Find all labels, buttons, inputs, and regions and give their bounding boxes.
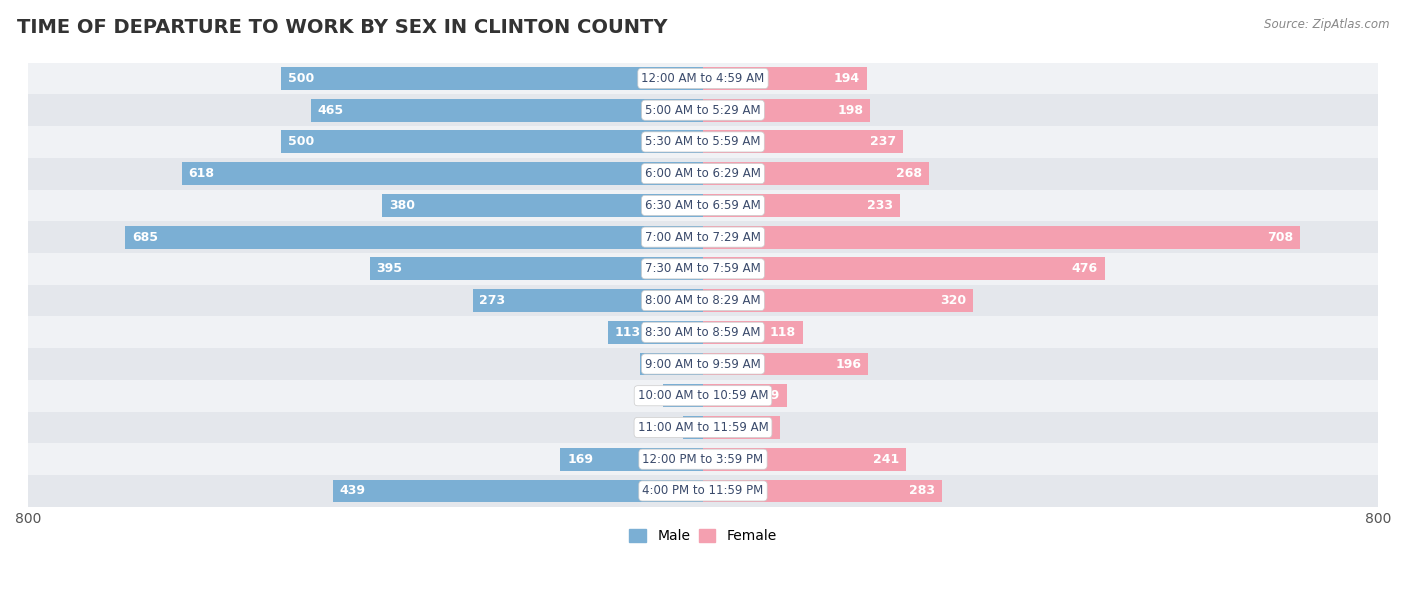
Text: 99: 99 [762, 389, 780, 402]
Text: 685: 685 [132, 231, 157, 243]
Bar [181, 162, 703, 185]
Text: 500: 500 [288, 136, 314, 148]
Text: 320: 320 [941, 294, 966, 307]
Bar [703, 480, 942, 502]
Text: 6:30 AM to 6:59 AM: 6:30 AM to 6:59 AM [645, 199, 761, 212]
Text: 5:30 AM to 5:59 AM: 5:30 AM to 5:59 AM [645, 136, 761, 148]
Bar [28, 95, 1378, 126]
Bar [703, 194, 900, 217]
Bar [703, 226, 1301, 249]
Bar [683, 416, 703, 439]
Bar [333, 480, 703, 502]
Text: 241: 241 [873, 453, 900, 466]
Text: 12:00 AM to 4:59 AM: 12:00 AM to 4:59 AM [641, 72, 765, 85]
Text: 380: 380 [389, 199, 415, 212]
Text: 476: 476 [1071, 262, 1098, 275]
Text: 113: 113 [614, 326, 641, 339]
Text: 48: 48 [643, 389, 658, 402]
Text: Source: ZipAtlas.com: Source: ZipAtlas.com [1264, 18, 1389, 31]
Bar [703, 321, 803, 344]
Bar [662, 384, 703, 407]
Text: 118: 118 [769, 326, 796, 339]
Text: 9:00 AM to 9:59 AM: 9:00 AM to 9:59 AM [645, 358, 761, 371]
Bar [28, 380, 1378, 412]
Text: 618: 618 [188, 167, 215, 180]
Bar [28, 62, 1378, 95]
Text: 12:00 PM to 3:59 PM: 12:00 PM to 3:59 PM [643, 453, 763, 466]
Text: 196: 196 [835, 358, 862, 371]
Bar [281, 67, 703, 90]
Text: 11:00 AM to 11:59 AM: 11:00 AM to 11:59 AM [638, 421, 768, 434]
Bar [703, 99, 870, 121]
Text: 708: 708 [1267, 231, 1294, 243]
Text: 91: 91 [755, 421, 773, 434]
Bar [28, 317, 1378, 348]
Text: 283: 283 [908, 484, 935, 497]
Bar [703, 67, 866, 90]
Bar [472, 289, 703, 312]
Text: 395: 395 [377, 262, 402, 275]
Text: TIME OF DEPARTURE TO WORK BY SEX IN CLINTON COUNTY: TIME OF DEPARTURE TO WORK BY SEX IN CLIN… [17, 18, 668, 37]
Text: 465: 465 [318, 104, 343, 117]
Text: 500: 500 [288, 72, 314, 85]
Text: 7:30 AM to 7:59 AM: 7:30 AM to 7:59 AM [645, 262, 761, 275]
Bar [125, 226, 703, 249]
Bar [311, 99, 703, 121]
Bar [703, 162, 929, 185]
Bar [640, 353, 703, 375]
Bar [28, 443, 1378, 475]
Text: 8:30 AM to 8:59 AM: 8:30 AM to 8:59 AM [645, 326, 761, 339]
Text: 75: 75 [647, 358, 664, 371]
Bar [703, 384, 786, 407]
Text: 4:00 PM to 11:59 PM: 4:00 PM to 11:59 PM [643, 484, 763, 497]
Bar [703, 353, 869, 375]
Bar [703, 448, 907, 471]
Text: 439: 439 [339, 484, 366, 497]
Bar [28, 126, 1378, 158]
Text: 268: 268 [896, 167, 922, 180]
Text: 169: 169 [567, 453, 593, 466]
Text: 8:00 AM to 8:29 AM: 8:00 AM to 8:29 AM [645, 294, 761, 307]
Text: 237: 237 [870, 136, 896, 148]
Bar [281, 130, 703, 154]
Bar [703, 289, 973, 312]
Bar [28, 475, 1378, 507]
Text: 10:00 AM to 10:59 AM: 10:00 AM to 10:59 AM [638, 389, 768, 402]
Text: 194: 194 [834, 72, 860, 85]
Bar [28, 190, 1378, 221]
Bar [703, 416, 780, 439]
Text: 233: 233 [866, 199, 893, 212]
Text: 198: 198 [837, 104, 863, 117]
Text: 24: 24 [662, 421, 679, 434]
Bar [561, 448, 703, 471]
Bar [703, 258, 1105, 280]
Bar [28, 221, 1378, 253]
Text: 273: 273 [479, 294, 506, 307]
Bar [28, 284, 1378, 317]
Bar [28, 158, 1378, 190]
Bar [28, 348, 1378, 380]
Bar [28, 412, 1378, 443]
Legend: Male, Female: Male, Female [624, 524, 782, 549]
Bar [28, 253, 1378, 284]
Bar [382, 194, 703, 217]
Bar [370, 258, 703, 280]
Bar [703, 130, 903, 154]
Text: 7:00 AM to 7:29 AM: 7:00 AM to 7:29 AM [645, 231, 761, 243]
Text: 6:00 AM to 6:29 AM: 6:00 AM to 6:29 AM [645, 167, 761, 180]
Bar [607, 321, 703, 344]
Text: 5:00 AM to 5:29 AM: 5:00 AM to 5:29 AM [645, 104, 761, 117]
